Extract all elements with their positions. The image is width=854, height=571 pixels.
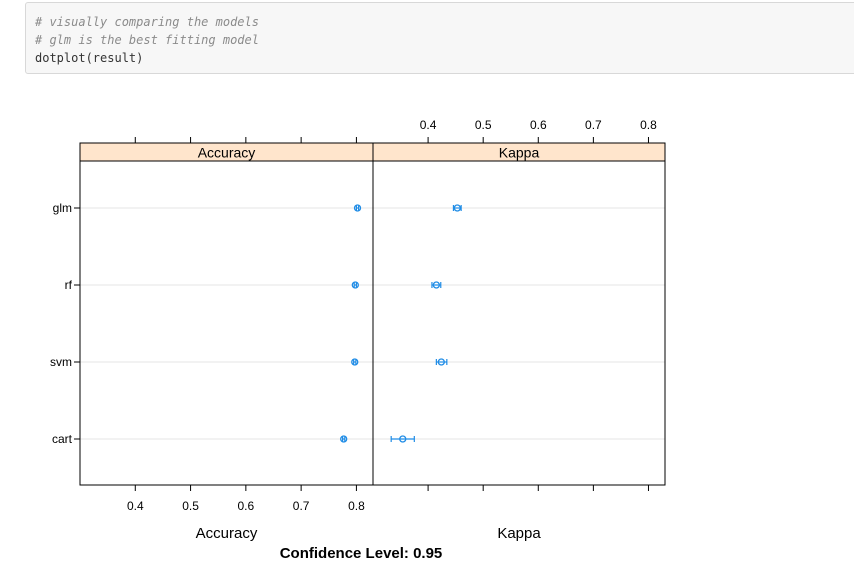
- point-kappa-cart: [399, 435, 407, 443]
- tick-label: 0.4: [127, 499, 144, 513]
- code-statement-line: dotplot(result): [35, 51, 144, 65]
- code-cell: # visually comparing the models # glm is…: [25, 2, 854, 74]
- tick-label: 0.6: [530, 118, 547, 132]
- point-accuracy-cart: [340, 435, 348, 443]
- panel-frame-accuracy: [79, 160, 374, 486]
- panel-frame-kappa: [372, 160, 666, 486]
- point-kappa-rf: [432, 281, 441, 289]
- y-tick-label-svm: svm: [50, 355, 72, 369]
- y-tick-label-rf: rf: [65, 278, 73, 292]
- tick-label: 0.5: [475, 118, 492, 132]
- point-accuracy-rf: [351, 281, 359, 289]
- tick-label: 0.6: [238, 499, 255, 513]
- code-comment-line: # glm is the best fitting model: [35, 33, 259, 47]
- point-accuracy-svm: [351, 358, 359, 366]
- tick-label: 0.7: [293, 499, 310, 513]
- x-axis-label-accuracy: Accuracy: [196, 525, 258, 542]
- panel-strip-label: Accuracy: [198, 145, 256, 161]
- tick-label: 0.4: [420, 118, 437, 132]
- tick-label: 0.8: [640, 118, 657, 132]
- y-tick-label-cart: cart: [52, 432, 73, 446]
- tick-label: 0.5: [182, 499, 199, 513]
- tick-label: 0.8: [348, 499, 365, 513]
- point-kappa-svm: [437, 358, 445, 366]
- code-comment-line: # visually comparing the models: [35, 15, 259, 29]
- confidence-level-label: Confidence Level: 0.95: [280, 545, 443, 562]
- x-axis-label-kappa: Kappa: [497, 525, 541, 542]
- y-tick-label-glm: glm: [53, 201, 72, 215]
- point-accuracy-glm: [353, 204, 362, 212]
- panel-strip-label: Kappa: [499, 145, 540, 161]
- point-kappa-glm: [453, 204, 461, 212]
- tick-label: 0.7: [585, 118, 602, 132]
